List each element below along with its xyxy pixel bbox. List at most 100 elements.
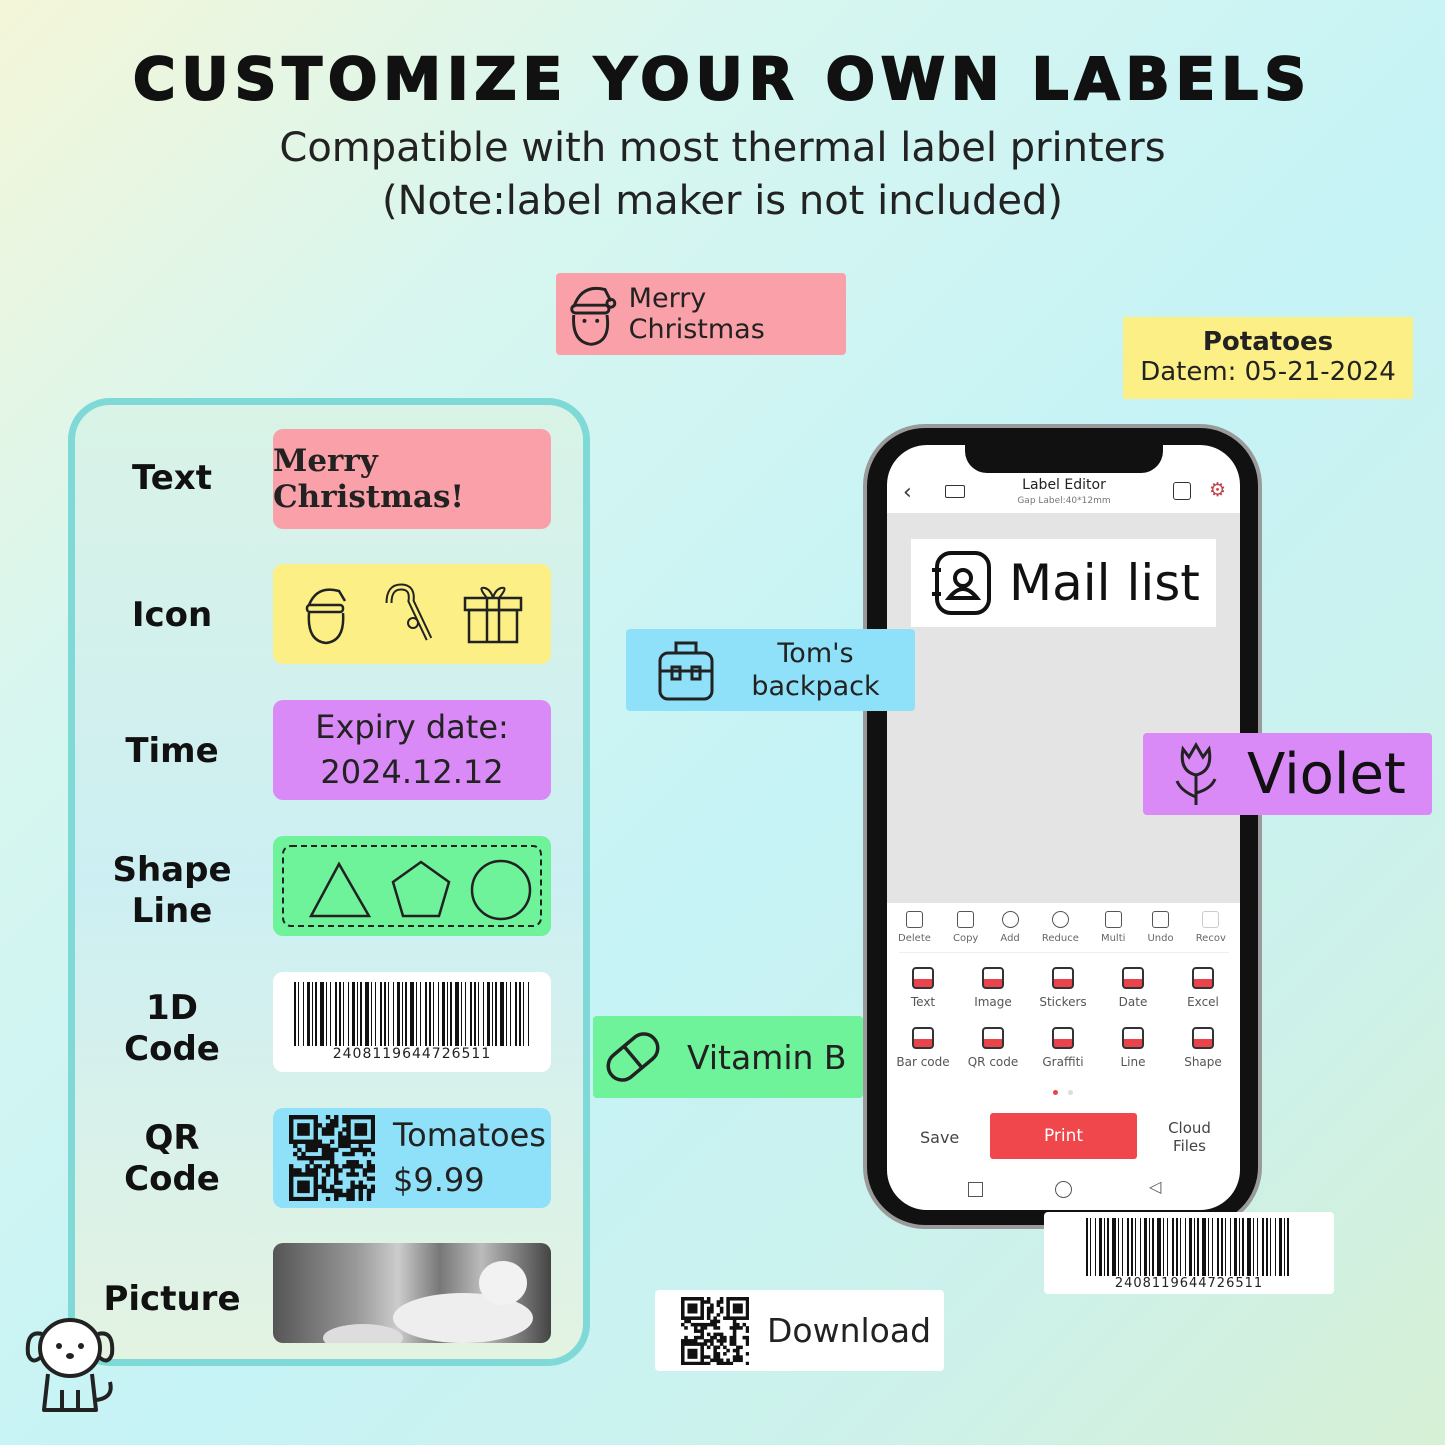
barcode-bar	[470, 982, 472, 1046]
barcode-bar	[1212, 1218, 1213, 1276]
qr-module	[325, 1123, 331, 1128]
grid-item-excel[interactable]: Excel	[1168, 967, 1238, 1009]
qr-module	[745, 1312, 749, 1317]
phone-notch	[965, 445, 1163, 473]
qr-module	[690, 1306, 695, 1310]
back-icon[interactable]: ‹	[903, 480, 912, 505]
qr-module	[289, 1131, 294, 1136]
barcode-bar	[1279, 1218, 1282, 1276]
qr-module	[362, 1115, 368, 1120]
qr-module	[313, 1168, 318, 1173]
qr-module	[346, 1151, 351, 1157]
qr-module	[700, 1348, 704, 1352]
zoom-level-icon[interactable]	[1173, 482, 1191, 500]
label-canvas[interactable]: Mail list	[887, 513, 1240, 903]
qr-module	[346, 1172, 351, 1177]
qr-module	[681, 1361, 685, 1365]
grid-item-image[interactable]: Image	[958, 967, 1028, 1009]
toolbar-copy[interactable]: Copy	[953, 911, 978, 944]
toolbar-recov[interactable]: Recov	[1196, 911, 1226, 944]
qr-module	[681, 1341, 685, 1346]
qr-module	[732, 1358, 737, 1362]
grid-item-shape[interactable]: Shape	[1168, 1027, 1238, 1069]
qr-module	[334, 1115, 339, 1120]
qr-module	[317, 1139, 323, 1144]
barcode-bar	[1149, 1218, 1150, 1276]
qr-module	[329, 1155, 335, 1161]
grid-icon	[1192, 1027, 1214, 1049]
grid-icon	[1192, 967, 1214, 989]
grid-item-line[interactable]: Line	[1098, 1027, 1168, 1069]
barcode-bar	[1107, 1218, 1109, 1276]
toolbar-delete[interactable]: Delete	[898, 911, 931, 944]
qr-module	[732, 1306, 737, 1310]
qr-module	[313, 1127, 318, 1132]
barcode-bar	[425, 982, 427, 1046]
qr-module	[687, 1302, 692, 1307]
qr-module	[297, 1188, 302, 1194]
subtitle: Compatible with most thermal label print…	[279, 125, 1166, 171]
qr-module	[313, 1147, 318, 1153]
qr-module	[729, 1338, 734, 1343]
qr-module	[358, 1123, 364, 1128]
qr-module	[732, 1348, 737, 1352]
qr-module	[334, 1164, 339, 1169]
qr-module	[739, 1306, 743, 1310]
qr-module	[366, 1164, 372, 1169]
mail-list-label[interactable]: Mail list	[911, 539, 1216, 627]
qr-module	[317, 1164, 323, 1169]
icon-sample-card	[273, 564, 551, 664]
qr-module	[687, 1348, 692, 1352]
qr-module	[321, 1143, 327, 1149]
printer-connect-icon[interactable]	[945, 485, 965, 498]
barcode-bar	[1144, 1218, 1147, 1276]
toolbar-reduce[interactable]: Reduce	[1042, 911, 1079, 944]
page-dot[interactable]	[1068, 1090, 1073, 1095]
qr-module	[301, 1123, 306, 1128]
qr-code-icon	[681, 1296, 749, 1365]
qr-module	[719, 1306, 724, 1310]
qr-module	[309, 1168, 314, 1173]
barcode-bar	[1090, 1218, 1091, 1276]
grid-item-text[interactable]: Text	[888, 967, 958, 1009]
grid-item-qr-code[interactable]: QR code	[958, 1027, 1028, 1069]
qr-module	[354, 1147, 359, 1153]
settings-gear-icon[interactable]: ⚙	[1209, 479, 1227, 501]
qr-module	[726, 1309, 730, 1313]
grid-label: Shape	[1184, 1055, 1222, 1069]
nav-home-icon[interactable]	[1055, 1181, 1072, 1198]
grid-icon	[982, 1027, 1004, 1049]
qr-module	[358, 1192, 364, 1198]
grid-label: Line	[1120, 1055, 1146, 1069]
print-button[interactable]: Print	[990, 1113, 1137, 1159]
qr-module	[346, 1115, 351, 1120]
potatoes-label: Potatoes Datem: 05-21-2024	[1123, 317, 1413, 399]
qr-module	[342, 1151, 347, 1157]
cloud-files-button[interactable]: Cloud Files	[1157, 1119, 1222, 1155]
qr-module	[293, 1115, 298, 1120]
qr-module	[703, 1341, 708, 1346]
nav-recent-icon[interactable]	[968, 1182, 983, 1197]
barcode-bar	[447, 982, 448, 1046]
qr-module	[334, 1168, 339, 1173]
grid-item-stickers[interactable]: Stickers	[1028, 967, 1098, 1009]
qr-module	[358, 1184, 364, 1190]
grid-item-graffiti[interactable]: Graffiti	[1028, 1027, 1098, 1069]
qr-module	[726, 1312, 730, 1317]
toolbar-undo[interactable]: Undo	[1147, 911, 1174, 944]
qr-module	[297, 1139, 302, 1144]
qr-module	[684, 1319, 688, 1323]
qr-module	[321, 1155, 327, 1161]
qr-module	[706, 1361, 711, 1365]
toolbar-multi[interactable]: Multi	[1101, 911, 1125, 944]
qr-module	[362, 1172, 368, 1177]
qr-module	[700, 1322, 704, 1326]
grid-item-date[interactable]: Date	[1098, 967, 1168, 1009]
nav-back-icon[interactable]: ◁	[1149, 1177, 1162, 1196]
toolbar-add[interactable]: Add	[1000, 911, 1020, 944]
qr-module	[723, 1351, 727, 1356]
qr-module	[358, 1188, 364, 1194]
save-button[interactable]: Save	[920, 1128, 960, 1147]
qr-module	[325, 1196, 331, 1201]
grid-item-bar-code[interactable]: Bar code	[888, 1027, 958, 1069]
